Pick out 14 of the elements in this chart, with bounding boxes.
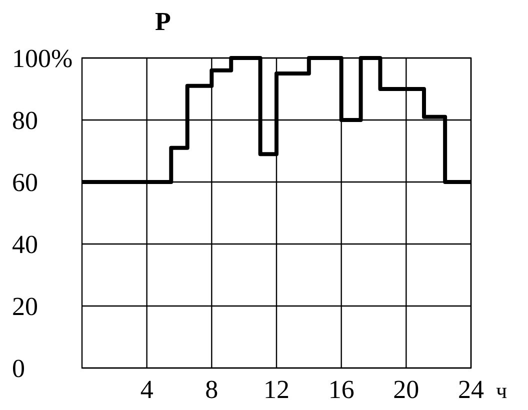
y-tick-label: 60	[12, 168, 38, 198]
y-tick-label: 100%	[12, 44, 73, 74]
x-tick-label: 20	[393, 375, 420, 404]
y-tick-label: 40	[12, 230, 38, 260]
x-tick-label: 4	[140, 375, 154, 404]
x-tick-label: 16	[328, 375, 354, 404]
x-tick-label: 12	[264, 375, 290, 404]
x-tick-label: 8	[205, 375, 218, 404]
chart-title: P	[155, 7, 172, 36]
y-tick-label: 80	[12, 106, 38, 136]
x-axis-title: ч	[496, 378, 508, 403]
x-tick-label: 24	[458, 375, 484, 404]
y-tick-label: 20	[12, 292, 38, 322]
y-tick-label: 0	[12, 354, 25, 384]
